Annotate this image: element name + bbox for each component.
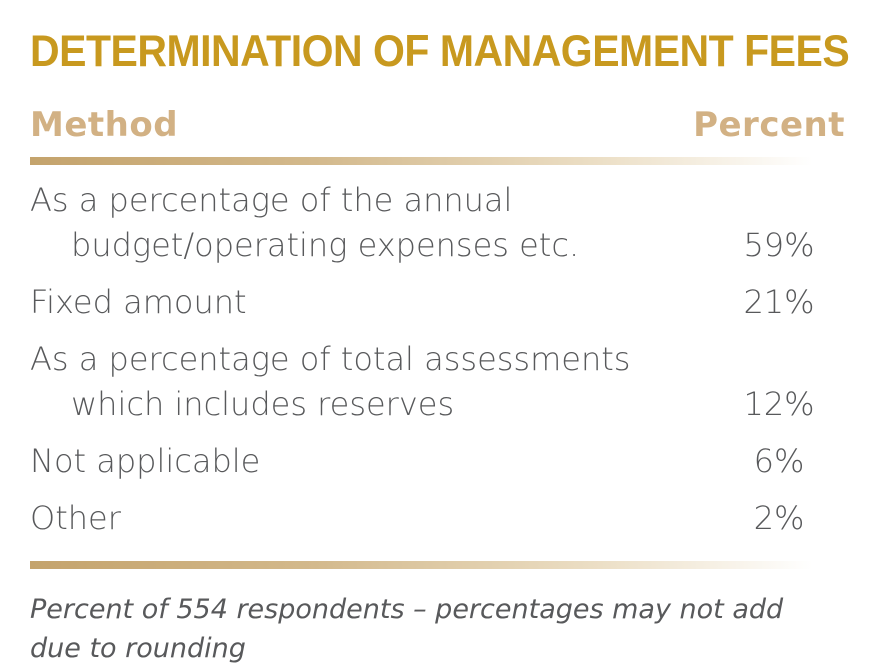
footnote-line: due to rounding	[30, 633, 246, 665]
footnote-line: Percent of 554 respondents – percentages…	[30, 594, 784, 626]
method-label-line: As a percentage of the annual	[30, 181, 513, 220]
column-headers: Method Percent	[30, 108, 845, 142]
column-header-percent: Percent	[693, 105, 845, 146]
bottom-divider	[30, 561, 845, 570]
column-header-method: Method	[30, 105, 179, 146]
percent-value: 6%	[753, 442, 805, 481]
method-label-line: Not applicable	[30, 442, 261, 481]
percent-value: 21%	[743, 283, 815, 322]
method-label-line: As a percentage of total assessments	[30, 340, 631, 379]
top-divider	[30, 157, 845, 166]
table-row: Other 2%	[30, 496, 845, 541]
method-label: As a percentage of total assessments whi…	[30, 337, 713, 427]
table-row: As a percentage of the annual budget/ope…	[30, 178, 845, 268]
method-label-line: Other	[30, 499, 121, 538]
fee-table: As a percentage of the annual budget/ope…	[30, 178, 845, 541]
method-label: Fixed amount	[30, 280, 713, 325]
table-row: As a percentage of total assessments whi…	[30, 337, 845, 427]
figure-title: DETERMINATION OF MANAGEMENT FEES	[30, 25, 850, 76]
table-row: Fixed amount 21%	[30, 280, 845, 325]
percent-value: 59%	[743, 226, 815, 265]
table-row: Not applicable 6%	[30, 439, 845, 484]
footnote: Percent of 554 respondents – percentages…	[30, 590, 845, 668]
method-label: As a percentage of the annual budget/ope…	[30, 178, 713, 268]
percent-value: 2%	[753, 499, 805, 538]
method-label-line: which includes reserves	[71, 385, 455, 424]
method-label: Not applicable	[30, 439, 713, 484]
method-label: Other	[30, 496, 713, 541]
method-label-line: Fixed amount	[30, 283, 247, 322]
percent-value: 12%	[743, 385, 815, 424]
method-label-line: budget/operating expenses etc.	[71, 226, 580, 265]
